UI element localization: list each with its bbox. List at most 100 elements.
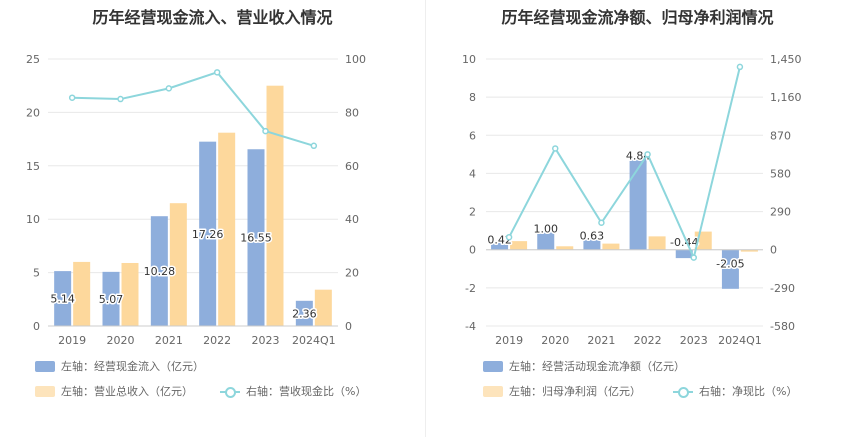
- bar-secondary: [266, 85, 284, 326]
- bar-secondary: [314, 289, 332, 326]
- y-right-tick-label: 20: [345, 267, 359, 280]
- line-point: [310, 142, 318, 150]
- y-right-tick-label: 100: [345, 53, 366, 66]
- bar-secondary: [740, 249, 758, 252]
- legend-swatch-bar: [35, 385, 55, 397]
- line-point: [690, 254, 697, 261]
- legend-swatch-bar: [35, 360, 55, 372]
- line-point: [552, 145, 559, 152]
- y-left-tick-label: 25: [26, 53, 40, 66]
- line-point: [505, 233, 513, 241]
- y-left-tick-label: 2: [469, 206, 476, 219]
- bar-data-label: 0.63: [580, 230, 605, 243]
- line-point: [117, 95, 124, 103]
- y-left-tick-label: 4: [469, 167, 476, 180]
- legend-item-cash-inflow[interactable]: 左轴： 经营现金流入（亿元）: [35, 358, 204, 374]
- x-tick-label: 2024Q1: [718, 334, 762, 347]
- legend-item-net-profit[interactable]: 左轴： 归母净利润（亿元）: [483, 383, 641, 399]
- x-tick-label: 2019: [58, 334, 86, 347]
- y-left-tick-label: 15: [26, 160, 40, 173]
- x-tick-label: 2023: [680, 334, 708, 347]
- y-left-tick-label: 0: [33, 320, 40, 333]
- legend-swatch-line: [220, 386, 240, 398]
- bar-primary: [102, 271, 120, 326]
- line-point: [644, 151, 651, 158]
- x-tick-label: 2024Q1: [292, 334, 336, 347]
- chart-title: 历年经营现金流入、营业收入情况: [92, 8, 333, 27]
- y-right-tick-label: 80: [345, 106, 359, 119]
- bar-primary: [629, 157, 647, 250]
- legend-item-net-cash-ratio[interactable]: 右轴： 净现比（%）: [673, 383, 797, 399]
- legend-axis-label: 左轴：: [61, 385, 94, 398]
- line-point: [68, 94, 76, 101]
- line-point: [736, 63, 744, 71]
- bar-data-label: -2.05: [716, 257, 744, 270]
- bar-data-label: 10.28: [144, 265, 176, 278]
- bar-primary: [583, 237, 601, 250]
- x-tick-label: 2021: [587, 334, 615, 347]
- y-right-tick-label: 580: [770, 167, 791, 180]
- y-right-tick-label: 60: [345, 160, 359, 173]
- x-tick-label: 2021: [155, 334, 183, 347]
- line-point: [262, 127, 269, 135]
- y-right-tick-label: 0: [345, 320, 352, 333]
- panel-divider: [425, 0, 426, 437]
- bar-primary: [675, 249, 693, 259]
- legend-item-net-cash-flow[interactable]: 左轴： 经营活动现金流净额（亿元）: [483, 358, 685, 374]
- x-tick-label: 2022: [634, 334, 662, 347]
- bar-secondary: [73, 261, 91, 326]
- legend-axis-label: 左轴：: [61, 360, 94, 373]
- bar-data-label: 16.55: [240, 232, 272, 245]
- bar-data-label: 2.36: [292, 307, 317, 320]
- x-tick-label: 2020: [541, 334, 569, 347]
- bar-secondary: [121, 262, 139, 326]
- y-left-tick-label: -4: [465, 320, 476, 333]
- x-tick-label: 2020: [107, 334, 135, 347]
- bar-data-label: 5.14: [50, 293, 75, 306]
- bar-primary: [295, 300, 313, 326]
- bar-data-label: 17.26: [192, 228, 224, 241]
- y-left-tick-label: -2: [465, 282, 476, 295]
- y-right-tick-label: -580: [770, 320, 795, 333]
- y-right-tick-label: 40: [345, 213, 359, 226]
- chart-title: 历年经营现金流净额、归母净利润情况: [501, 8, 774, 27]
- y-left-tick-label: 20: [26, 106, 40, 119]
- bar-secondary: [602, 243, 620, 250]
- bar-primary: [247, 149, 265, 326]
- bar-secondary: [556, 246, 574, 250]
- legend-axis-label: 右轴：: [699, 385, 732, 398]
- bar-primary: [199, 141, 217, 326]
- y-right-tick-label: 290: [770, 206, 791, 219]
- chart-plot-area: 0 5 10 15 20 25 0 20 40 60 80 100 2019 2020 2021 2022 20…: [26, 53, 366, 347]
- legend-item-cash-ratio[interactable]: 右轴： 营收现金比（%）: [220, 383, 366, 399]
- y-right-tick-label: 870: [770, 129, 791, 142]
- bar-primary: [150, 216, 168, 326]
- bar-secondary: [169, 203, 187, 326]
- x-tick-label: 2023: [252, 334, 280, 347]
- bar-primary: [721, 249, 739, 289]
- legend-swatch-line: [673, 386, 693, 398]
- line-series: [72, 71, 315, 147]
- y-right-tick-label: 1,450: [770, 53, 802, 66]
- chart-panel-cash-inflow: 历年经营现金流入、营业收入情况 0 5 10 15 20 25 0 20 40 60 80 100 20…: [26, 8, 366, 399]
- line-point: [213, 69, 221, 76]
- legend-label: 营业总收入（亿元）: [94, 385, 193, 398]
- y-left-tick-label: 8: [469, 91, 476, 104]
- y-left-tick-label: 6: [469, 129, 476, 142]
- bar-primary: [54, 271, 72, 326]
- chart-plot-area: -4 -2 0 2 4 6 8 10 -580 -290 0 290 580 870 1,160 1,450 2…: [462, 53, 802, 347]
- legend-item-revenue[interactable]: 左轴： 营业总收入（亿元）: [35, 383, 193, 399]
- y-right-tick-label: -290: [770, 282, 795, 295]
- line-series: [508, 66, 741, 261]
- legend-axis-label: 左轴：: [509, 385, 542, 398]
- y-left-tick-label: 5: [33, 267, 40, 280]
- x-tick-label: 2022: [203, 334, 231, 347]
- legend-label: 经营活动现金流净额（亿元）: [542, 360, 685, 373]
- bar-secondary: [218, 132, 236, 326]
- bar-primary: [491, 241, 509, 250]
- bar-secondary: [510, 241, 528, 250]
- y-right-tick-label: 1,160: [770, 91, 802, 104]
- bar-data-label: 1.00: [534, 223, 559, 236]
- bar-secondary: [648, 236, 666, 250]
- bar-data-label: -0.44: [670, 236, 698, 249]
